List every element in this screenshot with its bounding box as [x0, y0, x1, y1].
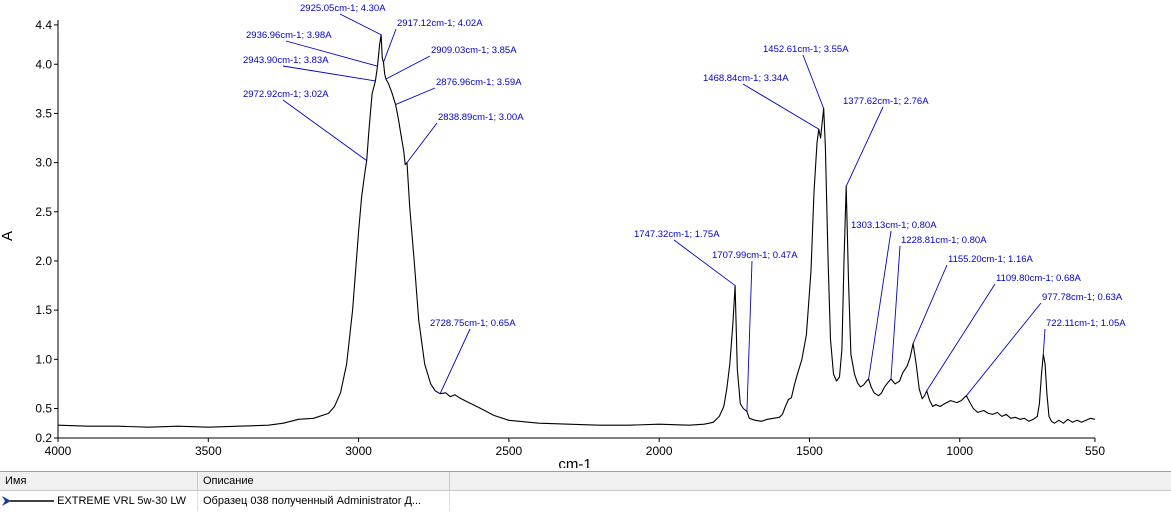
row-description-cell: Образец 038 полученный Administrator Д..… — [198, 491, 450, 511]
annotation-leader — [802, 54, 825, 109]
annotation-leader — [912, 264, 948, 344]
annotation-leader — [868, 230, 892, 380]
y-tick-label: 1.5 — [35, 303, 52, 317]
y-axis-label: A — [0, 231, 16, 241]
y-tick-label: 2.0 — [35, 254, 52, 268]
peak-annotation-label: 2728.75cm-1; 0.65A — [430, 318, 516, 329]
spectrum-line — [57, 34, 1096, 428]
peak-annotation-label: 2943.90cm-1; 3.83A — [243, 55, 329, 66]
annotation-leader — [1042, 328, 1046, 355]
peak-annotation-label: 1303.13cm-1; 0.80A — [851, 220, 937, 231]
column-header-description[interactable]: Описание — [198, 472, 450, 490]
x-tick-label: 3000 — [345, 444, 372, 458]
annotation-leader — [406, 122, 438, 163]
peak-annotation-label: 1228.81cm-1; 0.80A — [901, 235, 987, 246]
peak-annotation-label: 2909.03cm-1; 3.85A — [431, 45, 517, 56]
row-name-cell: EXTREME VRL 5w-30 LW — [0, 491, 198, 511]
x-tick-label: 3500 — [195, 444, 222, 458]
annotation-leader — [282, 99, 367, 162]
peak-annotation-label: 1109.80cm-1; 0.68A — [996, 273, 1082, 284]
series-name: EXTREME VRL 5w-30 LW — [57, 495, 187, 507]
column-header-name[interactable]: Имя — [0, 472, 198, 490]
series-marker-icon — [2, 496, 54, 507]
y-tick-label: 3.5 — [35, 106, 52, 120]
peak-annotation-label: 1468.84cm-1; 3.34A — [703, 73, 789, 84]
y-tick-label: 2.5 — [35, 205, 52, 219]
peak-annotation-label: 1707.99cm-1; 0.47A — [712, 250, 798, 261]
peak-annotation-label: 2936.96cm-1; 3.98A — [246, 30, 332, 41]
peak-annotation-label: 722.11cm-1; 1.05A — [1046, 318, 1126, 329]
table-row[interactable]: EXTREME VRL 5w-30 LW Образец 038 получен… — [0, 491, 1171, 511]
peak-annotation-label: 977.78cm-1; 0.63A — [1042, 292, 1123, 303]
y-tick-label: 1.0 — [35, 352, 52, 366]
peak-annotation-label: 2925.05cm-1; 4.30A — [300, 3, 386, 14]
x-tick-label: 550 — [1085, 444, 1105, 458]
peak-annotation-label: 1155.20cm-1; 1.16A — [948, 254, 1034, 265]
y-tick-label: 0.5 — [35, 401, 52, 415]
annotation-leader — [742, 83, 820, 130]
annotation-leader — [282, 65, 376, 82]
y-tick-label: 3.0 — [35, 156, 52, 170]
spectrum-list-table: Имя Описание EXTREME VRL 5w-30 LW Образе… — [0, 471, 1171, 512]
x-tick-label: 1000 — [946, 444, 973, 458]
table-header: Имя Описание — [0, 472, 1171, 491]
spectrum-chart: 4000 3500 3000 2500 2000 1500 1000 550 0.2 0.5 1.0… — [0, 3, 1126, 468]
peak-annotation-label: 2917.12cm-1; 4.02A — [397, 18, 483, 29]
y-tick-label: 4.0 — [35, 57, 52, 71]
annotation-leader — [439, 328, 471, 394]
axes: 4000 3500 3000 2500 2000 1500 1000 550 0.2 0.5 1.0… — [35, 18, 1105, 458]
x-axis-label: cm-1 — [558, 456, 591, 468]
annotation-leader — [383, 28, 397, 63]
peak-annotation-label: 1452.61cm-1; 3.55A — [763, 44, 849, 55]
annotation-leader — [926, 283, 996, 392]
peak-annotation-label: 2876.96cm-1; 3.59A — [436, 77, 522, 88]
annotation-leader — [285, 40, 378, 67]
series-layer — [57, 34, 1096, 428]
peak-annotation-label: 2838.89cm-1; 3.00A — [438, 112, 524, 123]
annotation-leader — [890, 245, 901, 380]
annotation-leader — [746, 260, 753, 412]
y-tick-label: 0.2 — [35, 431, 52, 445]
annotation-leader — [673, 239, 736, 286]
annotation-leader — [845, 106, 884, 187]
x-tick-label: 1500 — [796, 444, 823, 458]
annotation-leader — [966, 302, 1042, 396]
y-tick-label: 4.4 — [35, 18, 52, 32]
peak-annotation-label: 1747.32cm-1; 1.75A — [634, 229, 720, 240]
annotation-leader — [385, 55, 431, 80]
peak-annotation-label: 1377.62cm-1; 2.76A — [843, 96, 929, 107]
peak-annotation-label: 2972.92cm-1; 3.02A — [243, 89, 329, 100]
annotation-leader — [395, 87, 436, 105]
x-tick-label: 4000 — [45, 444, 72, 458]
annotation-leader — [339, 13, 382, 36]
x-tick-label: 2000 — [646, 444, 673, 458]
x-tick-label: 2500 — [496, 444, 523, 458]
annotations: 2925.05cm-1; 4.30A 2917.12cm-1; 4.02A 2936… — [243, 3, 1126, 412]
